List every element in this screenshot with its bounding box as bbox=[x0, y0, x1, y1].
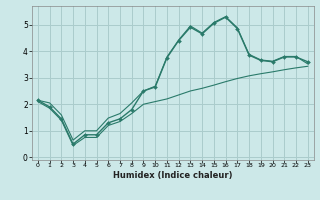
X-axis label: Humidex (Indice chaleur): Humidex (Indice chaleur) bbox=[113, 171, 233, 180]
